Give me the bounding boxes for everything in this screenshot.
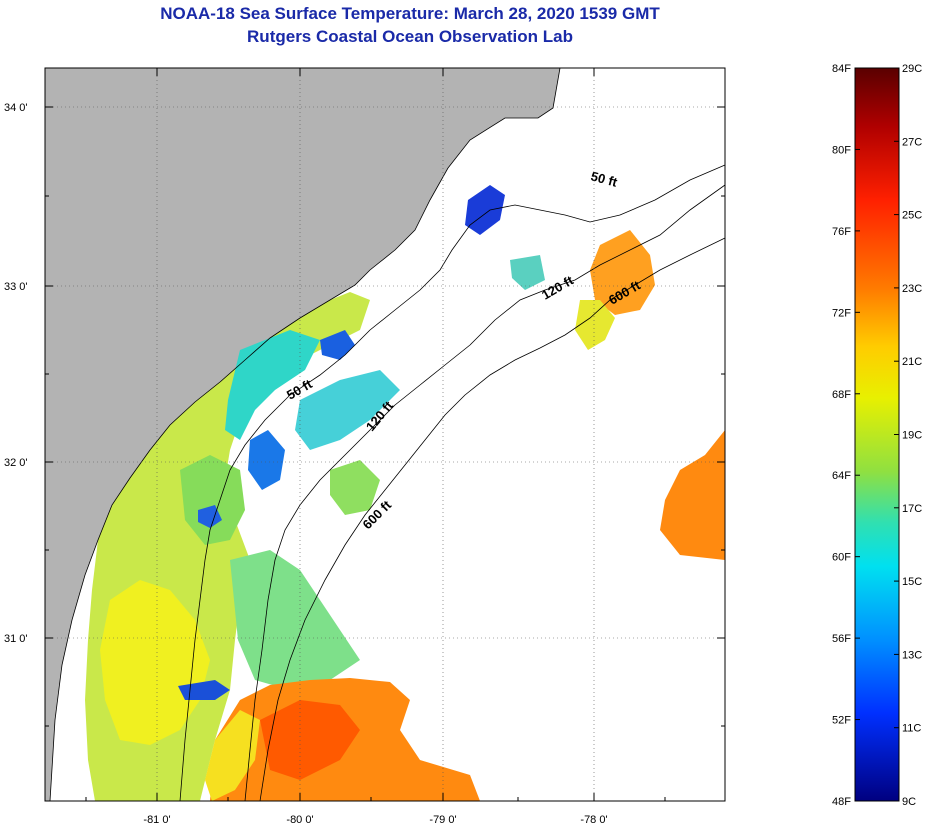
colorbar-f-label: 52F xyxy=(832,715,851,727)
colorbar-c-label: 17C xyxy=(902,503,922,515)
lat-label-31: 31 0' xyxy=(4,633,28,645)
colorbar-f-label: 84F xyxy=(832,63,851,75)
colorbar-f-label: 56F xyxy=(832,633,851,645)
colorbar-f-label: 48F xyxy=(832,796,851,808)
colorbar-c-label: 15C xyxy=(902,576,922,588)
colorbar-c-label: 25C xyxy=(902,210,922,222)
sst-green-patch xyxy=(180,455,245,545)
sst-blue-north xyxy=(465,185,505,235)
isobath-120ft xyxy=(244,184,726,802)
isobath-600ft xyxy=(259,237,726,802)
land-area xyxy=(45,68,560,801)
lon-label-78: -78 0' xyxy=(580,814,607,826)
colorbar-c-label: 19C xyxy=(902,430,922,442)
sst-cyan-patch-2 xyxy=(295,370,400,450)
sst-cyan-south xyxy=(230,550,360,690)
sst-blue-patch-4 xyxy=(320,330,355,360)
sst-blue-patch-1 xyxy=(248,430,285,490)
lon-label-81: -81 0' xyxy=(143,814,170,826)
sst-cyan-north xyxy=(510,255,545,290)
colorbar-c-label: 11C xyxy=(902,723,921,735)
colorbar-c-label: 21C xyxy=(902,356,922,368)
colorbar-c-label: 27C xyxy=(902,136,922,148)
colorbar-c-label: 23C xyxy=(902,283,922,295)
map-border xyxy=(44,67,726,802)
isobath-50ft xyxy=(179,164,726,802)
frame-ticks xyxy=(45,68,725,801)
sst-orange-ne xyxy=(590,230,655,315)
colorbar-c-label: 29C xyxy=(902,63,922,75)
sst-blue-patch-2 xyxy=(178,680,230,700)
colorbar xyxy=(854,67,900,802)
colorbar-c-label: 9C xyxy=(902,796,916,808)
colorbar-f-label: 76F xyxy=(832,226,851,238)
sst-cyan-patch xyxy=(225,330,320,440)
lon-label-80: -80 0' xyxy=(286,814,313,826)
sst-yellow-ne xyxy=(575,300,615,350)
lat-label-33: 33 0' xyxy=(4,281,28,293)
colorbar-f-label: 80F xyxy=(832,144,851,156)
sst-yellow-south xyxy=(205,710,260,801)
map-title: NOAA-18 Sea Surface Temperature: March 2… xyxy=(160,4,660,23)
colorbar-ticks: 84F 80F 76F 72F 68F 64F 60F 56F 52F 48F 29C 27C 25C 2… xyxy=(832,63,922,808)
colorbar-f-label: 64F xyxy=(832,470,851,482)
map-subtitle: Rutgers Coastal Ocean Observation Lab xyxy=(247,27,573,46)
colorbar-f-label: 68F xyxy=(832,389,851,401)
lon-label-79: -79 0' xyxy=(429,814,456,826)
sst-warm-east xyxy=(660,430,725,560)
coastline xyxy=(49,67,561,802)
colorbar-f-label: 60F xyxy=(832,552,851,564)
lat-label-32: 32 0' xyxy=(4,457,28,469)
sst-green-patch-2 xyxy=(330,460,380,515)
graticule xyxy=(45,68,725,801)
sst-yellow-patch xyxy=(100,580,210,745)
lat-label-34: 34 0' xyxy=(4,102,28,114)
sst-hot-south xyxy=(260,700,360,780)
colorbar-c-label: 13C xyxy=(902,649,922,661)
colorbar-f-label: 72F xyxy=(832,307,851,319)
isobath-label-50ft-north: 50 ft xyxy=(589,168,619,190)
